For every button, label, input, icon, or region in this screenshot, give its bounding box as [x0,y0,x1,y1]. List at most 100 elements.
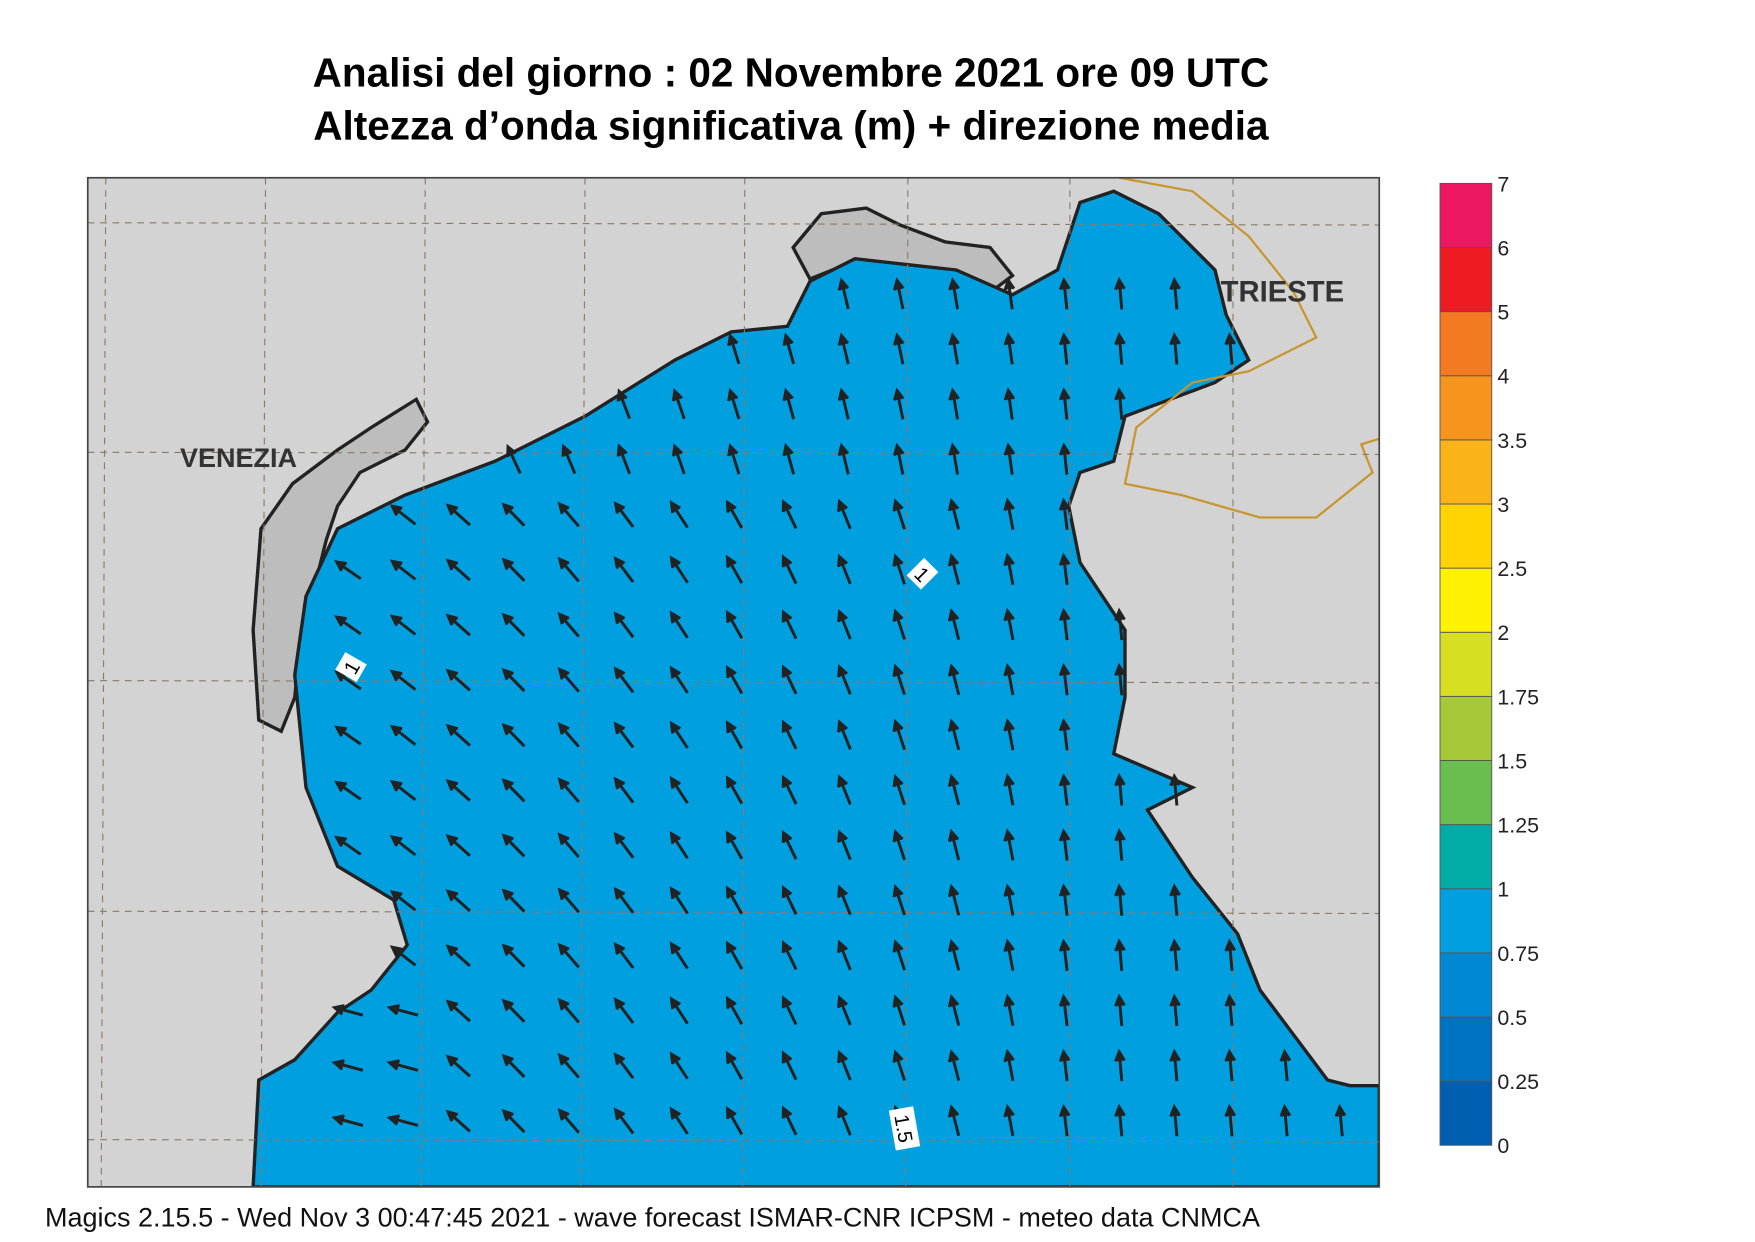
arrow [948,332,960,365]
arrow [671,388,686,420]
colorbar-label: 1.75 [1497,685,1539,709]
arrow [1003,993,1015,1027]
arrow [334,560,362,580]
arrow [947,773,961,806]
arrow [782,442,796,475]
colorbar-label: 6 [1497,236,1509,260]
arrow [725,554,744,584]
arrow [781,554,798,585]
arrow [725,665,744,695]
arrow [1114,938,1126,971]
arrow [331,1114,364,1127]
arrow [1169,993,1181,1027]
arrow [671,443,686,475]
arrow [669,555,689,584]
arrow [613,941,635,969]
arrow [1169,332,1181,365]
lagoon-land [251,396,430,734]
arrow [501,1053,526,1078]
arrow [892,663,906,695]
arrow [389,504,417,526]
arrow [445,723,471,747]
arrow [947,1104,961,1137]
arrow [557,556,580,583]
arrow [1003,1104,1015,1137]
colorbar-band [1439,952,1493,1018]
colorbar-label: 7 [1497,172,1509,196]
arrow [725,995,744,1025]
arrow [947,608,961,641]
arrow [837,277,850,310]
colorbar-band [1439,375,1493,441]
arrow [557,722,580,748]
colorbar-label: 1.25 [1497,814,1539,838]
arrow [557,501,580,528]
arrow [727,387,741,420]
arrow [501,1108,526,1134]
arrow [725,1050,744,1080]
contour-label: 1.5 [889,1113,916,1145]
title: Analisi del giorno : 02 Novembre 2021 or… [313,50,1270,96]
arrow [893,442,905,475]
colorbar-band [1439,888,1493,954]
arrow [1003,773,1015,806]
arrow [389,890,417,912]
arrow [837,939,852,971]
arrow [1003,718,1015,751]
arrow [948,442,960,475]
arrow [445,1054,471,1078]
arrow [947,497,961,530]
arrow [1003,663,1015,696]
arrow [893,387,905,420]
arrow [837,719,852,750]
arrow [1058,773,1071,806]
arrow [725,609,744,639]
arrow [1058,1048,1071,1082]
arrow [837,498,852,530]
arrow [947,718,961,751]
arrow [669,500,689,529]
arrow [389,614,417,636]
arrow [501,998,526,1023]
arrow [1003,607,1015,641]
arrow [1003,828,1015,861]
arrow [892,498,906,530]
place-label: TRIESTE [1221,277,1345,309]
arrow [725,775,744,805]
arrow [837,829,852,861]
arrow [557,1108,580,1134]
arrow [501,833,526,858]
arrow [947,1049,961,1082]
arrow [389,724,417,746]
arrow [613,721,635,749]
arrow [947,663,961,696]
arrow [892,773,906,806]
arrow [1169,276,1181,310]
arrow [1114,1048,1126,1082]
arrow [1114,773,1126,806]
colorbar-label: 0 [1497,1134,1509,1158]
colorbar-band [1439,503,1493,569]
arrow [947,994,961,1026]
arrow [557,997,580,1024]
arrow [1003,277,1016,310]
colorbar-band [1439,695,1493,761]
arrow [1224,1103,1236,1137]
arrow [1114,276,1126,310]
arrow [1114,993,1126,1027]
arrow [669,996,689,1025]
arrow [389,834,417,857]
arrow [557,611,580,638]
arrow [386,1114,419,1127]
colorbar-band [1439,1080,1493,1146]
arrow [1169,883,1181,916]
arrow [1169,773,1181,806]
arrow [892,939,906,971]
arrow [669,610,689,639]
arrow [893,332,905,365]
arrow [1224,993,1236,1027]
arrow [727,332,741,365]
colorbar-label: 1.5 [1497,749,1527,773]
arrow [1169,1048,1181,1082]
colorbar-label: 3.5 [1497,429,1527,453]
